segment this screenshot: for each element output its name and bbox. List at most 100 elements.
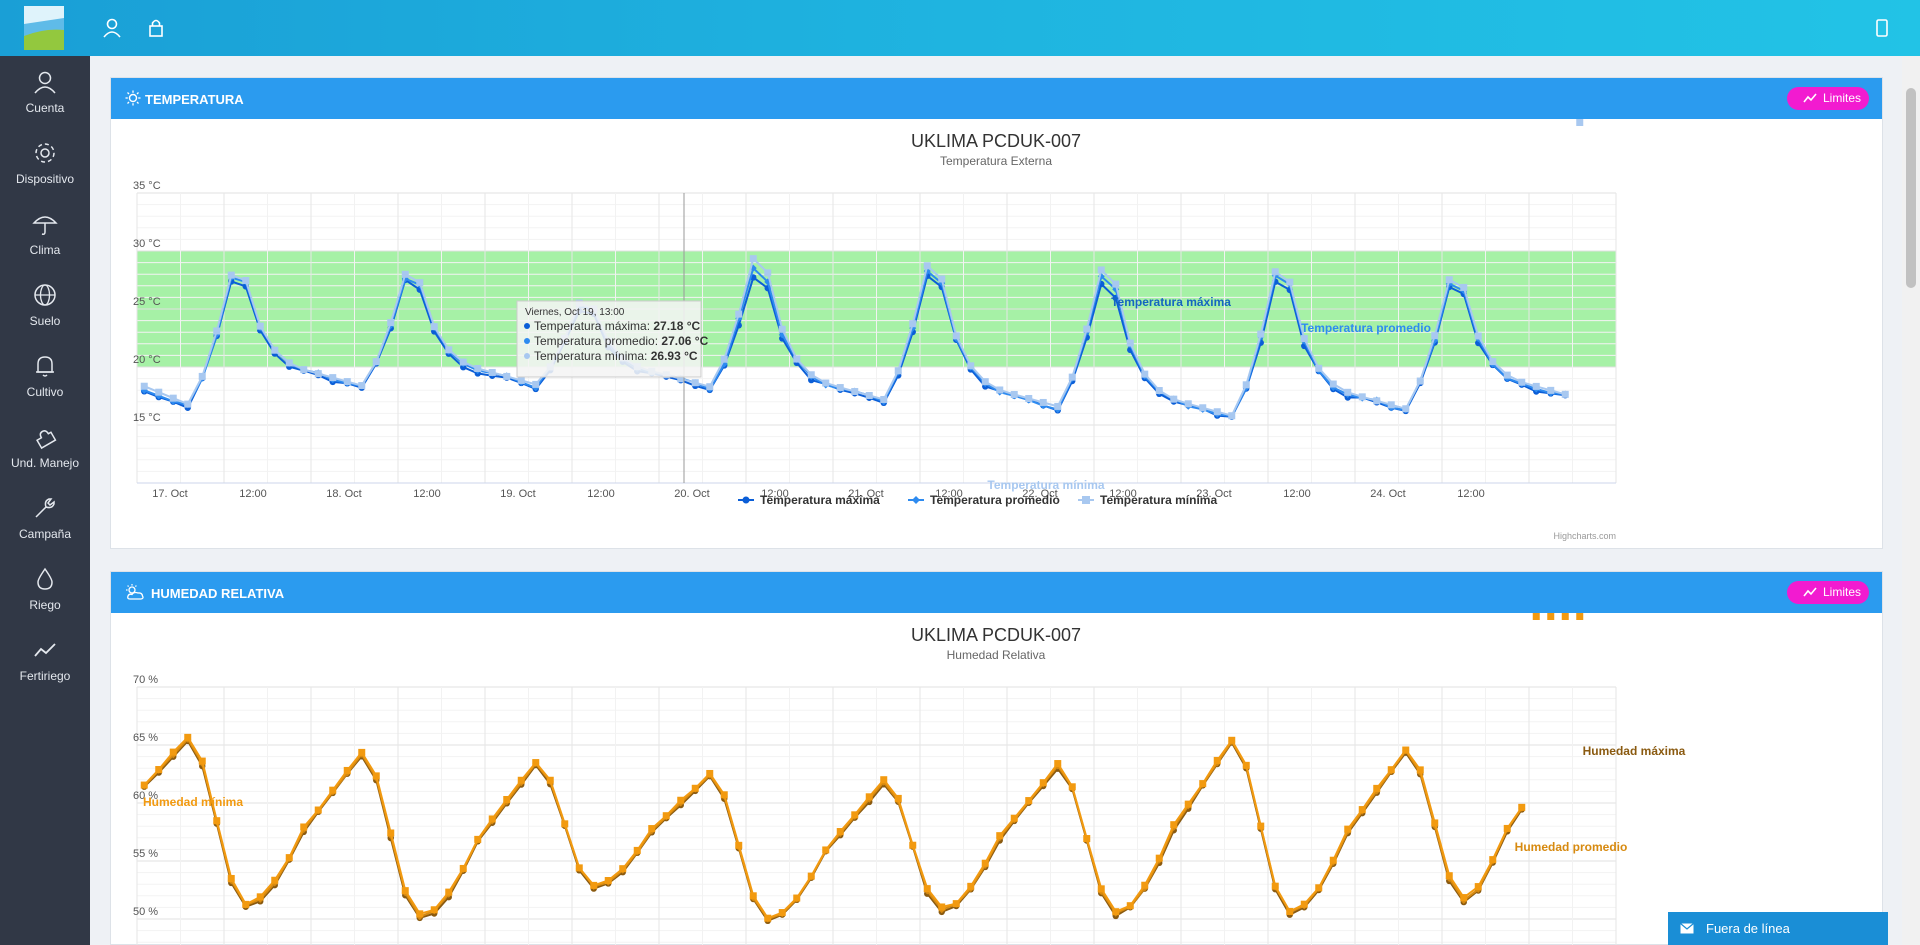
- data-point: [1184, 800, 1192, 808]
- data-point: [1112, 280, 1120, 288]
- data-point: [764, 269, 772, 277]
- user-icon[interactable]: [101, 17, 123, 39]
- data-point: [1199, 780, 1207, 788]
- data-point: [1213, 756, 1221, 764]
- sidebar-item-und-manejo[interactable]: Und. Manejo: [0, 417, 90, 488]
- data-point: [735, 310, 743, 318]
- trend-icon: [1803, 587, 1817, 597]
- data-point: [720, 791, 728, 799]
- series-annotation: Humedad máxima: [1583, 744, 1686, 758]
- y-tick-label: 65 %: [133, 732, 158, 744]
- tooltip-box: [516, 300, 702, 378]
- data-point: [227, 271, 235, 279]
- data-point: [691, 784, 699, 792]
- sidebar-item-clima[interactable]: Clima: [0, 204, 90, 275]
- data-point: [184, 400, 192, 408]
- data-point: [1170, 395, 1178, 403]
- data-point: [1155, 854, 1163, 862]
- x-tick-label: 23. Oct: [1196, 488, 1231, 500]
- offline-label: Fuera de línea: [1706, 921, 1790, 936]
- data-point: [1271, 882, 1279, 890]
- chart-subtitle: Humedad Relativa: [947, 648, 1046, 662]
- data-point: [1228, 412, 1236, 420]
- tooltip-row: Temperatura mínima: 26.93 °C: [534, 349, 698, 363]
- data-point: [1300, 900, 1308, 908]
- series-annotation: Temperatura promedio: [1301, 321, 1431, 335]
- sidebar-item-dispositivo[interactable]: Dispositivo: [0, 133, 90, 204]
- offline-status-button[interactable]: Fuera de línea: [1668, 912, 1888, 945]
- sidebar-item-campana[interactable]: Campaña: [0, 488, 90, 559]
- data-point: [1576, 119, 1584, 126]
- legend-marker: [912, 496, 920, 504]
- data-point: [880, 776, 888, 784]
- data-point: [1184, 400, 1192, 408]
- legend-label: Temperatura mínima: [1100, 493, 1217, 507]
- user-icon: [34, 71, 56, 94]
- phone-icon[interactable]: [1871, 17, 1893, 39]
- data-point: [459, 864, 467, 872]
- data-point: [1126, 339, 1134, 347]
- data-point: [460, 364, 467, 371]
- sidebar-item-riego[interactable]: Riego: [0, 559, 90, 630]
- sidebar-item-cuenta[interactable]: Cuenta: [0, 62, 90, 133]
- data-point: [1271, 268, 1279, 276]
- data-point: [546, 776, 554, 784]
- data-point: [807, 371, 815, 379]
- tooltip-header: Viernes, Oct 19, 13:00: [525, 307, 625, 318]
- chart-title: UKLIMA PCDUK-007: [911, 131, 1081, 151]
- temperature-chart[interactable]: UKLIMA PCDUK-007 Temperatura Externa 35 °C…: [111, 119, 1882, 549]
- data-point: [488, 815, 496, 823]
- lock-icon[interactable]: [145, 17, 167, 39]
- x-tick-label: 12:00: [239, 488, 267, 500]
- data-point: [1286, 278, 1294, 286]
- data-point: [256, 322, 264, 330]
- data-point: [575, 864, 583, 872]
- data-point: [1373, 784, 1381, 792]
- data-point: [1141, 370, 1149, 378]
- panel-header: HUMEDAD RELATIVA Limites: [111, 572, 1882, 613]
- data-point: [1402, 405, 1410, 413]
- x-tick-label: 17. Oct: [152, 488, 187, 500]
- data-point: [561, 820, 569, 828]
- sidebar-item-cultivo[interactable]: Cultivo: [0, 346, 90, 417]
- data-point: [706, 769, 714, 777]
- data-point: [735, 841, 743, 849]
- x-tick-label: 12:00: [935, 488, 963, 500]
- panel-header: TEMPERATURA Limites: [111, 78, 1882, 119]
- envelope-icon: [1680, 923, 1694, 934]
- data-point: [1315, 364, 1323, 372]
- data-point: [720, 355, 728, 363]
- data-point: [401, 887, 409, 895]
- scrollbar[interactable]: [1902, 56, 1920, 945]
- data-point: [952, 900, 960, 908]
- sidebar-item-suelo[interactable]: Suelo: [0, 275, 90, 346]
- x-tick-label: 12:00: [1457, 488, 1485, 500]
- limits-button-label: Limites: [1822, 585, 1861, 599]
- scrollbar-thumb[interactable]: [1906, 88, 1916, 288]
- legend-label: Temperatura máxima: [760, 493, 880, 507]
- data-point: [1083, 325, 1091, 333]
- logo[interactable]: [24, 6, 64, 50]
- data-point: [242, 900, 250, 908]
- data-point: [996, 386, 1004, 394]
- tooltip-row: Temperatura promedio: 27.06 °C: [534, 334, 709, 348]
- sidebar-item-fertiriego[interactable]: Fertiriego: [0, 630, 90, 701]
- data-point: [1329, 856, 1337, 864]
- limits-button[interactable]: Limites: [1787, 581, 1869, 604]
- data-point: [1315, 884, 1323, 892]
- humidity-chart[interactable]: UKLIMA PCDUK-007 Humedad Relativa 70 % 65 %…: [111, 613, 1882, 945]
- data-point: [1025, 797, 1033, 805]
- data-point: [865, 793, 873, 801]
- limits-button[interactable]: Limites: [1787, 87, 1869, 110]
- data-point: [1344, 388, 1352, 396]
- panel-title: HUMEDAD RELATIVA: [151, 586, 285, 601]
- data-point: [836, 828, 844, 836]
- x-tick-label: 19. Oct: [500, 488, 535, 500]
- data-point: [1518, 803, 1526, 811]
- data-point: [1503, 824, 1511, 832]
- data-point: [517, 376, 525, 384]
- data-point: [1054, 760, 1062, 768]
- temperature-panel: TEMPERATURA Limites UKLIMA PCDUK-007 Temp…: [110, 77, 1883, 549]
- data-point: [387, 319, 395, 327]
- sun-icon: [125, 90, 141, 106]
